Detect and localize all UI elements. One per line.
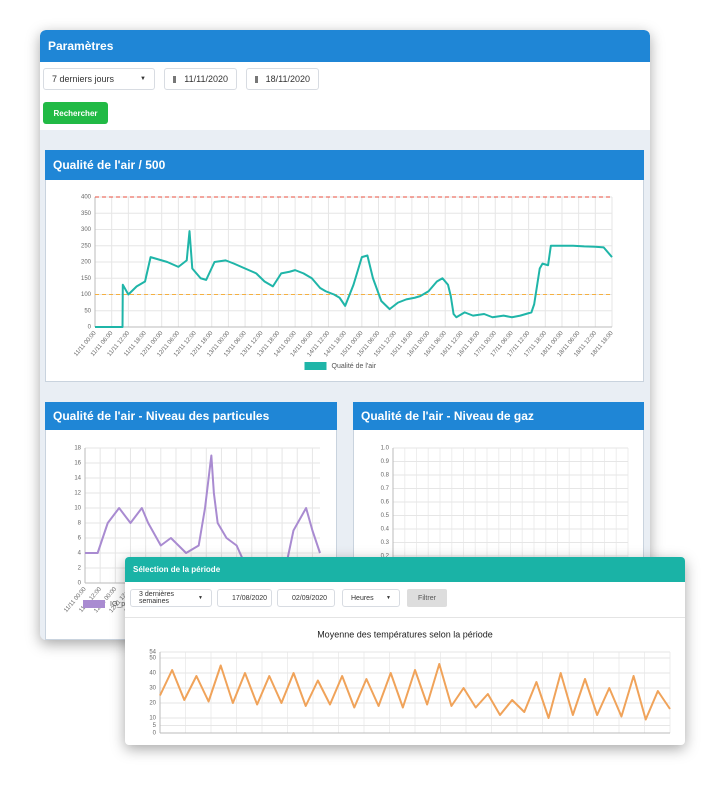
y-tick-label: 2 xyxy=(78,566,82,572)
period-select[interactable]: 3 dernières semaines ▼ xyxy=(130,589,212,607)
y-tick-label: 4 xyxy=(78,551,82,557)
y-tick-label: 0.6 xyxy=(381,500,390,506)
y-tick-label: 0.5 xyxy=(381,513,390,519)
y-tick-label: 40 xyxy=(149,671,156,677)
y-tick-label: 0 xyxy=(78,581,82,587)
y-tick-label: 1.0 xyxy=(381,446,390,452)
y-tick-label: 0 xyxy=(153,731,157,737)
y-tick-label: 0.4 xyxy=(381,527,390,533)
y-tick-label: 54 xyxy=(149,650,156,656)
series-line xyxy=(159,663,671,721)
params-header: Paramètres xyxy=(40,30,650,62)
y-tick-label: 50 xyxy=(149,656,156,662)
y-tick-label: 0.7 xyxy=(381,486,390,492)
y-tick-label: 16 xyxy=(74,461,81,467)
y-tick-label: 0.2 xyxy=(381,554,390,560)
y-tick-label: 0.8 xyxy=(381,473,390,479)
card-header: Qualité de l'air - Niveau de gaz xyxy=(353,402,644,430)
card-header: Qualité de l'air / 500 xyxy=(45,150,644,180)
overlay-title: Sélection de la période xyxy=(133,565,221,574)
start-value: 11/11/2020 xyxy=(184,74,228,84)
y-tick-label: 0.3 xyxy=(381,540,390,546)
calendar-icon xyxy=(173,75,177,83)
end-value: 02/09/2020 xyxy=(292,594,328,602)
series-line xyxy=(95,230,613,328)
start-value: 17/08/2020 xyxy=(232,594,268,602)
end-date[interactable]: 02/09/2020 xyxy=(277,589,335,607)
unit-value: Heures xyxy=(351,594,374,602)
legend-label: IO_pr xyxy=(110,601,128,608)
y-tick-label: 10 xyxy=(149,716,156,722)
search-label: Rechercher xyxy=(53,108,98,118)
filter-label: Filtrer xyxy=(418,594,436,602)
y-tick-label: 5 xyxy=(153,723,157,729)
y-tick-label: 0.9 xyxy=(381,459,390,465)
divider xyxy=(125,617,685,618)
period-value: 3 dernières semaines xyxy=(139,591,175,605)
card-title: Qualité de l'air - Niveau des particules xyxy=(53,409,270,423)
start-date[interactable]: 17/08/2020 xyxy=(217,589,272,607)
y-tick-label: 200 xyxy=(81,260,92,266)
series-line xyxy=(85,454,321,569)
unit-select[interactable]: Heures ▼ xyxy=(342,589,400,607)
y-tick-label: 20 xyxy=(149,701,156,707)
y-tick-label: 14 xyxy=(74,476,81,482)
y-tick-label: 12 xyxy=(74,491,81,497)
caret: ▼ xyxy=(198,595,203,601)
overlay-panel: Sélection de la période 3 dernières sema… xyxy=(125,557,685,745)
y-tick-label: 8 xyxy=(78,521,82,527)
calendar-icon xyxy=(255,75,258,83)
y-tick-label: 100 xyxy=(81,292,92,298)
filter-button[interactable]: Filtrer xyxy=(407,589,447,607)
chart: Moyenne des températures selon la périod… xyxy=(149,629,671,737)
end-value: 18/11/2020 xyxy=(265,74,310,84)
y-tick-label: 10 xyxy=(74,506,81,512)
params-title: Paramètres xyxy=(48,39,114,53)
y-tick-label: 0 xyxy=(88,325,92,331)
caret: ▼ xyxy=(386,595,391,601)
caret: ▼ xyxy=(140,76,146,82)
y-tick-label: 50 xyxy=(84,308,91,314)
card-title: Qualité de l'air - Niveau de gaz xyxy=(361,409,534,423)
y-tick-label: 250 xyxy=(81,243,92,249)
y-tick-label: 18 xyxy=(74,446,81,452)
card-header: Qualité de l'air - Niveau des particules xyxy=(45,402,337,430)
y-tick-label: 300 xyxy=(81,227,92,233)
start-date[interactable]: 11/11/2020 xyxy=(164,68,237,90)
y-tick-label: 30 xyxy=(149,686,156,692)
y-tick-label: 150 xyxy=(81,276,92,282)
legend-label: Qualité de l'air xyxy=(332,363,377,370)
legend-swatch xyxy=(83,600,105,608)
y-tick-label: 6 xyxy=(78,536,82,542)
chart-title: Moyenne des températures selon la périod… xyxy=(317,629,493,639)
y-tick-label: 400 xyxy=(81,195,92,201)
search-button[interactable]: Rechercher xyxy=(43,102,108,124)
period-value: 7 derniers jours xyxy=(52,74,115,84)
end-date[interactable]: 18/11/2020 xyxy=(246,68,319,90)
period-select[interactable]: 7 derniers jours ▼ xyxy=(43,68,155,90)
card-title: Qualité de l'air / 500 xyxy=(53,158,166,172)
overlay-header: Sélection de la période xyxy=(125,557,685,582)
y-tick-label: 350 xyxy=(81,211,92,217)
legend-swatch xyxy=(304,362,327,370)
